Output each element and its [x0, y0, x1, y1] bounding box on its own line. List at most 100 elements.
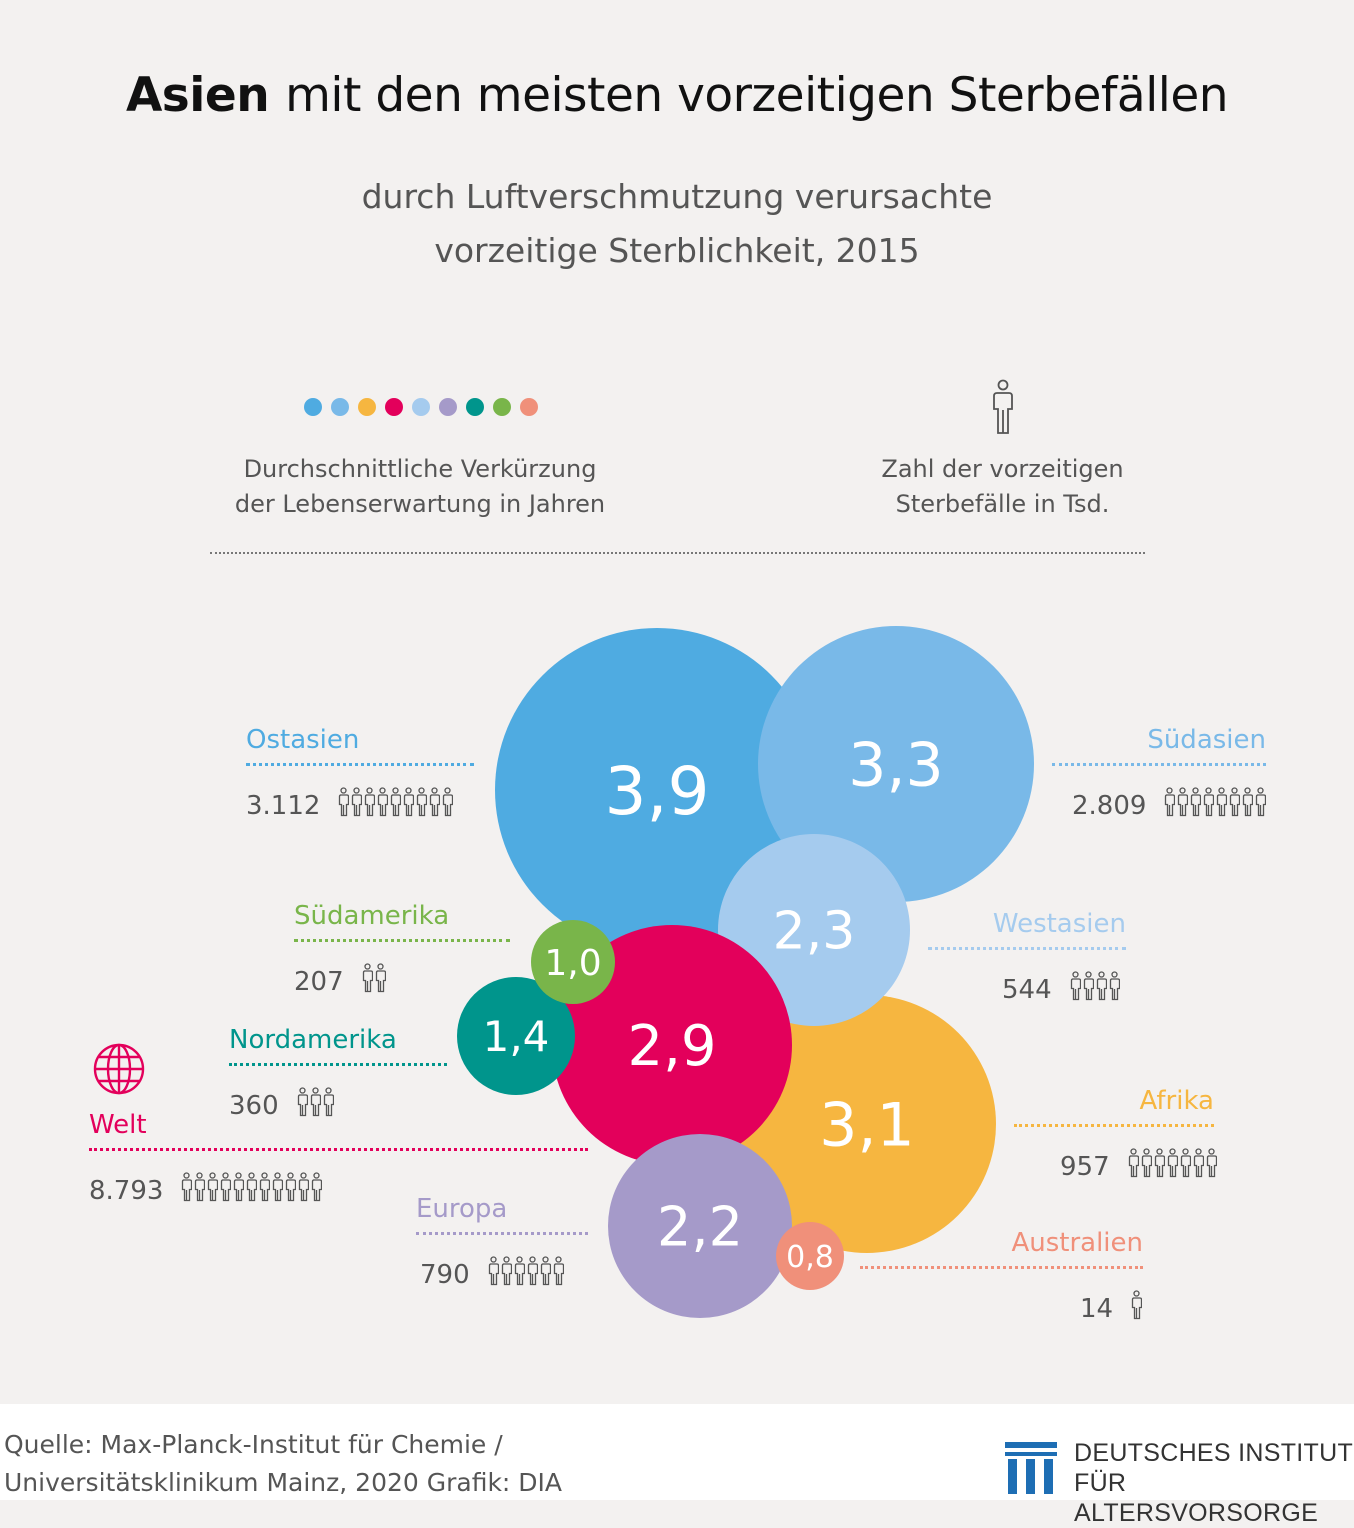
region-deaths: 790	[420, 1256, 566, 1293]
region-dotted-line	[860, 1266, 1143, 1269]
person-icon	[1128, 1148, 1139, 1178]
deaths-value: 957	[1060, 1151, 1110, 1182]
person-icon	[527, 1256, 538, 1286]
region-name: Europa	[416, 1194, 508, 1224]
region-name: Nordamerika	[229, 1025, 397, 1055]
footer: Quelle: Max-Planck-Institut für Chemie /…	[0, 1404, 1354, 1527]
bubble-welt	[552, 925, 792, 1165]
person-icon	[1217, 787, 1228, 817]
person-icon	[378, 787, 389, 817]
region-afrika: Afrika 957	[1014, 1086, 1217, 1182]
person-icon	[1141, 1148, 1152, 1178]
region-deaths: 14	[1080, 1290, 1144, 1327]
bubble-australien	[776, 1222, 844, 1290]
legend-color-dots	[304, 398, 547, 418]
person-icon	[488, 1256, 499, 1286]
person-icon	[362, 963, 373, 993]
deaths-value: 2.809	[1072, 790, 1147, 821]
bubble-value-europa: 2,2	[657, 1195, 743, 1258]
title-rest: mit den meisten vorzeitigen Sterbefällen	[285, 68, 1229, 123]
person-icon	[273, 1172, 284, 1202]
person-icon	[234, 1172, 245, 1202]
bubble-afrika	[738, 995, 996, 1253]
person-icon	[993, 379, 1013, 434]
legend-bubble-label-1: Durchschnittliche Verkürzung	[243, 455, 597, 483]
bubble-value-suedamerika: 1,0	[544, 943, 601, 984]
legend-dot	[358, 398, 376, 416]
person-icon	[1206, 1148, 1217, 1178]
person-icon	[339, 787, 350, 817]
legend-dot	[304, 398, 322, 416]
legend-dot	[331, 398, 349, 416]
person-icon	[1083, 971, 1094, 1001]
bubble-nordamerika	[457, 977, 575, 1095]
region-suedamerika: Südamerika 207	[294, 901, 510, 997]
region-dotted-line	[89, 1148, 588, 1151]
region-deaths: 957	[1060, 1148, 1219, 1185]
person-icon	[1109, 971, 1120, 1001]
legend-person-label: Zahl der vorzeitigen Sterbefälle in Tsd.	[810, 452, 1195, 522]
chart-title: Asien mit den meisten vorzeitigen Sterbe…	[0, 68, 1354, 123]
person-icon	[312, 1172, 323, 1202]
person-icon	[553, 1256, 564, 1286]
source-line-2: Universitätsklinikum Mainz, 2020 Grafik:…	[4, 1468, 563, 1497]
person-icon	[1180, 1148, 1191, 1178]
region-dotted-line	[229, 1063, 447, 1066]
person-icon	[443, 787, 454, 817]
person-icon	[323, 1087, 334, 1117]
deaths-value: 207	[294, 966, 344, 997]
legend-dot	[412, 398, 430, 416]
bubble-chart: 3,9 3,3 3,1 2,3 2,9 1,4 1,0 2,2 0,8	[457, 626, 1034, 1318]
region-dotted-line	[416, 1232, 588, 1235]
bubble-ostasien	[495, 628, 819, 952]
deaths-value: 544	[1002, 974, 1052, 1005]
person-icon	[247, 1172, 258, 1202]
people-icons	[488, 1256, 566, 1293]
people-icons	[338, 787, 455, 824]
subtitle-line-2: vorzeitige Sterblichkeit, 2015	[434, 231, 920, 270]
legend-dot	[493, 398, 511, 416]
people-icons	[181, 1172, 324, 1209]
region-name: Welt	[89, 1110, 147, 1140]
bubble-suedamerika	[531, 920, 615, 1004]
title-bold: Asien	[125, 68, 270, 123]
person-icon	[365, 787, 376, 817]
legend-person-label-2: Sterbefälle in Tsd.	[895, 490, 1110, 518]
bubble-value-westasien: 2,3	[773, 902, 856, 962]
dia-logo-icon	[1005, 1442, 1057, 1494]
bubble-suedasien	[758, 626, 1034, 902]
logo-line-1: DEUTSCHES INSTITUT	[1074, 1439, 1354, 1467]
region-australien: Australien 14	[860, 1228, 1143, 1324]
people-icons	[1131, 1290, 1144, 1327]
region-deaths: 544	[1002, 971, 1122, 1008]
chart-subtitle: durch Luftverschmutzung verursachte vorz…	[0, 170, 1354, 278]
source-text: Quelle: Max-Planck-Institut für Chemie /…	[4, 1426, 562, 1502]
legend-bubble-label: Durchschnittliche Verkürzung der Lebense…	[180, 452, 660, 522]
people-icons	[1128, 1148, 1219, 1185]
region-dotted-line	[246, 763, 474, 766]
person-icon	[1204, 787, 1215, 817]
person-icon	[391, 787, 402, 817]
person-icon	[1131, 1290, 1143, 1320]
people-icons	[362, 963, 388, 1000]
region-deaths: 360	[229, 1087, 336, 1124]
person-icon	[1256, 787, 1267, 817]
region-welt: Welt 8.793	[89, 1110, 588, 1206]
person-icon	[375, 963, 386, 993]
person-icon	[1167, 1148, 1178, 1178]
legend-dot	[520, 398, 538, 416]
person-icon	[260, 1172, 271, 1202]
person-icon	[221, 1172, 232, 1202]
region-deaths: 207	[294, 963, 388, 1000]
deaths-value: 360	[229, 1090, 279, 1121]
bubble-value-nordamerika: 1,4	[483, 1012, 550, 1061]
legend-bubble-label-2: der Lebenserwartung in Jahren	[234, 490, 606, 518]
person-icon	[404, 787, 415, 817]
deaths-value: 14	[1080, 1293, 1114, 1324]
person-icon	[540, 1256, 551, 1286]
person-icon	[1193, 1148, 1204, 1178]
region-dotted-line	[928, 947, 1126, 950]
person-icon	[352, 787, 363, 817]
bubble-europa	[608, 1134, 792, 1318]
legend-dot	[466, 398, 484, 416]
